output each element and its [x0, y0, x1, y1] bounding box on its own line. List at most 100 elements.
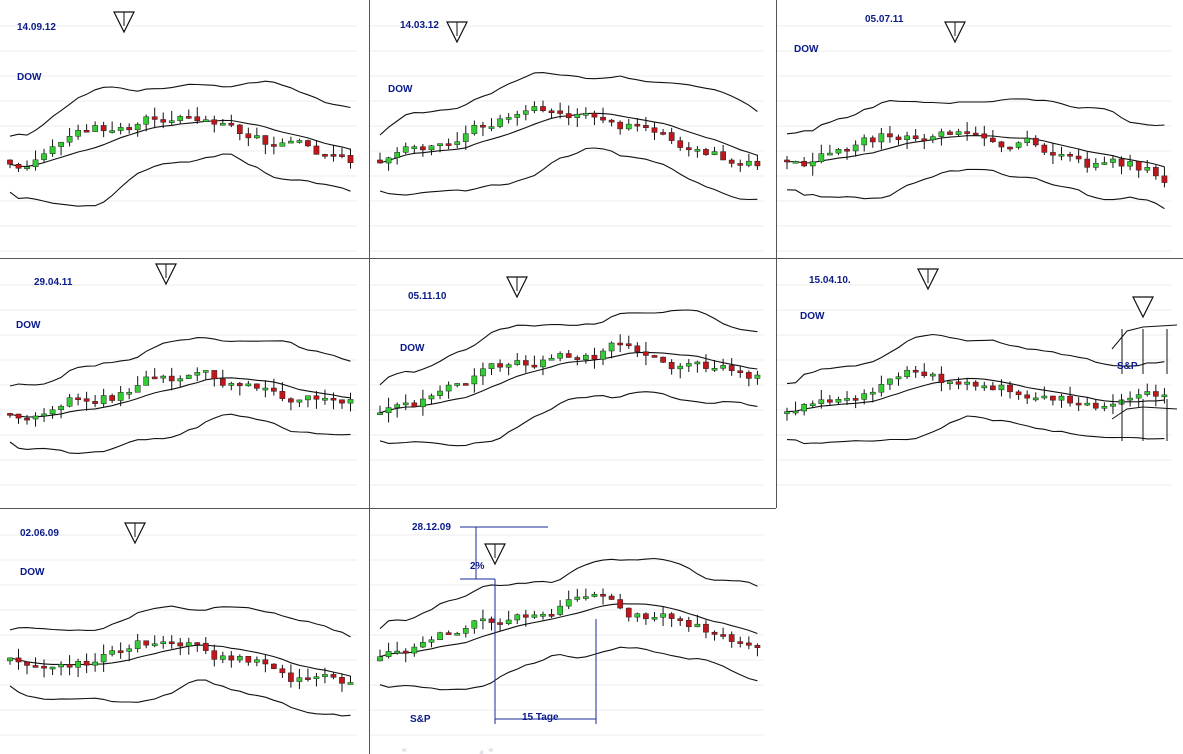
candle — [1032, 392, 1039, 402]
chart-panel-5: 05.11.10 DOW — [370, 276, 764, 486]
candle — [462, 125, 469, 150]
candle — [1007, 146, 1013, 152]
candle — [428, 393, 435, 405]
candle — [245, 380, 252, 387]
middle-band — [379, 603, 758, 658]
candle — [92, 653, 98, 672]
candle — [643, 612, 649, 625]
candle — [617, 593, 624, 610]
candle — [972, 126, 979, 136]
candle — [531, 355, 538, 369]
candle — [339, 399, 345, 409]
panel-index: DOW — [800, 311, 825, 322]
candle — [279, 138, 286, 147]
chart-panel-4: 29.04.11 DOW — [0, 263, 357, 486]
candle — [445, 630, 452, 635]
candle — [625, 335, 632, 349]
candle — [869, 387, 876, 403]
candle — [754, 154, 761, 170]
candle — [236, 654, 243, 663]
candle — [313, 672, 320, 687]
candle — [32, 657, 39, 668]
candle — [591, 591, 598, 598]
inset-index: S&P — [1117, 361, 1138, 372]
candle — [462, 625, 469, 638]
candle — [617, 334, 624, 353]
candle — [7, 412, 13, 418]
candle — [262, 135, 269, 155]
candle — [7, 657, 13, 665]
candle — [1058, 393, 1065, 408]
top-marker-icon — [446, 21, 468, 44]
candle — [488, 616, 495, 631]
candle — [514, 110, 521, 126]
candle — [279, 382, 286, 402]
candle — [377, 649, 383, 662]
candle — [955, 377, 962, 390]
candle — [703, 620, 709, 639]
candle — [271, 136, 277, 155]
candle — [24, 160, 30, 171]
candle — [194, 642, 201, 652]
candle — [134, 376, 141, 393]
candle — [694, 146, 701, 158]
candle — [1118, 156, 1125, 175]
candle — [437, 385, 443, 400]
candle — [1084, 396, 1091, 406]
candle — [557, 351, 563, 362]
candle — [625, 118, 632, 131]
gridlines — [370, 25, 764, 252]
candle — [728, 358, 735, 376]
upper-band — [379, 309, 758, 386]
candle — [1144, 159, 1151, 174]
candle — [565, 590, 572, 610]
candle — [844, 147, 850, 160]
upper-band — [9, 337, 351, 387]
candle — [1075, 397, 1082, 412]
panel-date: 02.06.09 — [20, 528, 59, 539]
candle — [514, 613, 521, 624]
gridlines — [370, 534, 764, 736]
candle — [219, 118, 226, 126]
gridlines — [370, 284, 764, 486]
lower-band — [9, 413, 351, 454]
candle — [420, 143, 426, 157]
candle — [818, 389, 825, 409]
candle — [75, 658, 81, 678]
chart-panel-1: 14.09.12 DOW — [0, 11, 357, 252]
upper-band — [786, 98, 1165, 135]
panel-index: DOW — [20, 567, 45, 578]
candle — [784, 407, 790, 421]
candle — [1050, 143, 1056, 165]
inset-chart: S&P — [1111, 296, 1178, 441]
candle — [711, 630, 718, 641]
candle — [185, 637, 192, 655]
candle — [600, 588, 606, 605]
middle-band — [786, 135, 1165, 168]
candle — [938, 128, 945, 146]
candle — [262, 654, 269, 673]
candle — [904, 131, 910, 149]
candle — [462, 382, 469, 386]
candle — [711, 146, 718, 156]
candle — [66, 393, 73, 408]
candle — [305, 139, 311, 148]
candle — [254, 383, 260, 391]
candle — [574, 588, 581, 602]
candle — [185, 109, 192, 119]
candle — [1084, 152, 1091, 173]
candle — [219, 369, 226, 388]
candle — [1024, 130, 1031, 147]
top-marker-icon — [506, 276, 528, 299]
candle — [505, 610, 512, 626]
candle — [912, 366, 919, 378]
candle — [921, 363, 928, 378]
candle — [24, 414, 30, 425]
candle — [668, 127, 675, 144]
candle — [1092, 158, 1099, 171]
candle — [202, 115, 209, 122]
candle — [861, 134, 868, 152]
duration-label: 15 Tage — [522, 712, 559, 723]
candle — [168, 110, 175, 125]
candle — [437, 143, 443, 153]
